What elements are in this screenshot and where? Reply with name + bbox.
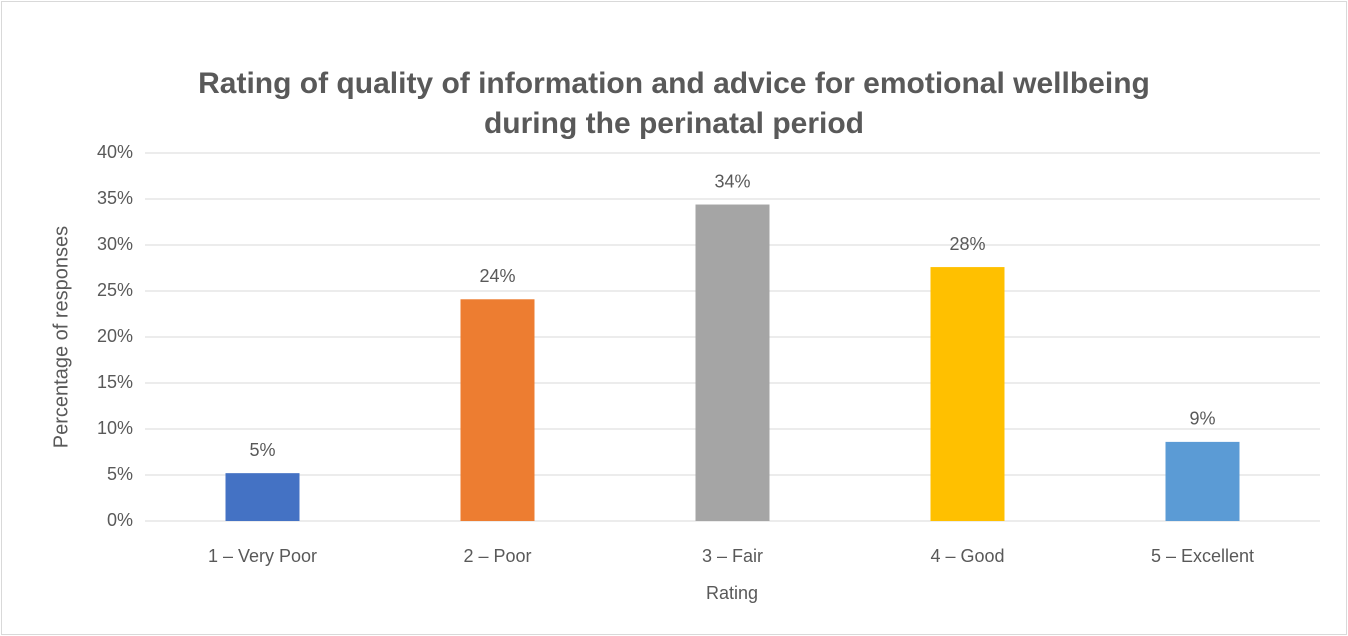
bar [225, 473, 300, 521]
data-label: 24% [479, 266, 515, 286]
y-tick-label: 30% [97, 234, 133, 254]
data-label: 9% [1189, 409, 1215, 429]
bar [460, 299, 535, 521]
y-axis-label: Percentage of responses [50, 226, 72, 448]
y-tick-label: 10% [97, 418, 133, 438]
x-axis-label: Rating [706, 583, 758, 603]
bar [930, 267, 1005, 521]
y-tick-label: 20% [97, 326, 133, 346]
y-tick-label: 15% [97, 372, 133, 392]
chart-title: Rating of quality of information and adv… [198, 67, 1150, 140]
x-tick-label: 4 – Good [930, 546, 1004, 566]
bar [1165, 441, 1240, 521]
x-tick-label: 5 – Excellent [1151, 546, 1254, 566]
data-label: 34% [714, 171, 750, 191]
data-label: 28% [949, 234, 985, 254]
y-tick-label: 35% [97, 188, 133, 208]
x-tick-label: 3 – Fair [702, 546, 763, 566]
x-tick-label: 2 – Poor [463, 546, 531, 566]
y-tick-label: 40% [97, 142, 133, 162]
bar [695, 204, 770, 521]
y-tick-label: 5% [107, 464, 133, 484]
x-tick-label: 1 – Very Poor [208, 546, 317, 566]
y-tick-label: 0% [107, 510, 133, 530]
y-tick-label: 25% [97, 280, 133, 300]
data-label: 5% [249, 440, 275, 460]
